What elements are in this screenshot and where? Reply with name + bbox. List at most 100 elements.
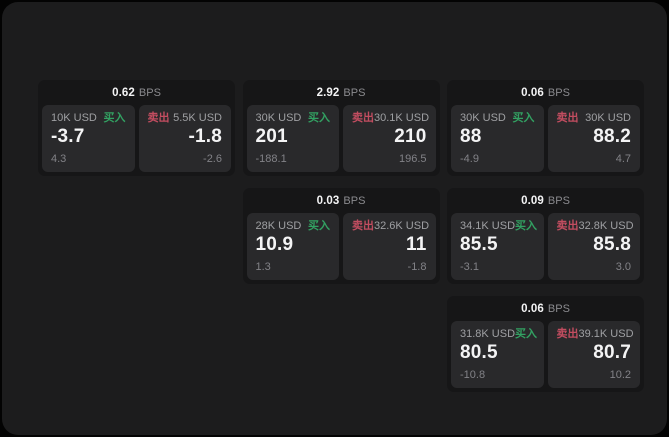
sell-panel: 卖出 32.6K USD 11 -1.8 bbox=[343, 213, 436, 280]
buy-button[interactable]: 买入 bbox=[308, 112, 330, 124]
buy-amount: 10K USD bbox=[51, 112, 97, 124]
buy-amount: 34.1K USD bbox=[460, 220, 516, 232]
bps-value: 0.09 bbox=[521, 194, 544, 207]
sell-top-row: 卖出 30K USD bbox=[557, 112, 632, 125]
sell-top-row: 卖出 30.1K USD bbox=[352, 112, 430, 125]
buy-panel: 30K USD 买入 88 -4.9 bbox=[451, 105, 544, 172]
buy-panel: 30K USD 买入 201 -188.1 bbox=[246, 105, 339, 172]
card-header: 0.06 BPS bbox=[451, 296, 640, 321]
quote-panels: 34.1K USD 买入 85.5 -3.1 卖出 32.8K USD 85.8… bbox=[451, 213, 640, 280]
sell-price: -1.8 bbox=[188, 126, 222, 147]
sell-button[interactable]: 卖出 bbox=[352, 220, 374, 232]
bps-value: 0.03 bbox=[316, 194, 340, 207]
quote-card: 2.92 BPS 30K USD 买入 201 -188.1 卖出 30.1K … bbox=[242, 80, 440, 176]
cards-grid: 0.62 BPS 10K USD 买入 -3.7 4.3 卖出 5.5K USD… bbox=[38, 80, 644, 392]
sell-top-row: 卖出 32.6K USD bbox=[352, 220, 430, 233]
bps-label: BPS bbox=[138, 86, 161, 99]
buy-change: 4.3 bbox=[51, 153, 67, 165]
bps-label: BPS bbox=[547, 194, 570, 207]
buy-price: 88 bbox=[460, 126, 482, 147]
quote-card: 0.03 BPS 28K USD 买入 10.9 1.3 卖出 32.6K US… bbox=[242, 188, 440, 284]
quote-panels: 28K USD 买入 10.9 1.3 卖出 32.6K USD 11 -1.8 bbox=[246, 213, 436, 280]
quote-panels: 10K USD 买入 -3.7 4.3 卖出 5.5K USD -1.8 -2.… bbox=[42, 105, 231, 172]
buy-panel: 34.1K USD 买入 85.5 -3.1 bbox=[451, 213, 544, 280]
sell-price: 210 bbox=[394, 126, 427, 147]
sell-amount: 5.5K USD bbox=[173, 112, 222, 124]
sell-price: 85.8 bbox=[593, 234, 631, 255]
card-header: 0.03 BPS bbox=[247, 188, 436, 213]
sell-price: 80.7 bbox=[593, 342, 631, 363]
bps-label: BPS bbox=[343, 86, 366, 99]
buy-change: -188.1 bbox=[255, 153, 287, 165]
sell-panel: 卖出 32.8K USD 85.8 3.0 bbox=[547, 213, 640, 280]
sell-amount: 32.8K USD bbox=[578, 220, 634, 232]
buy-panel: 10K USD 买入 -3.7 4.3 bbox=[42, 105, 135, 172]
bps-value: 0.06 bbox=[521, 86, 544, 99]
buy-button[interactable]: 买入 bbox=[308, 220, 330, 232]
sell-amount: 32.6K USD bbox=[374, 220, 430, 232]
buy-price: 80.5 bbox=[460, 342, 498, 363]
quote-card: 0.62 BPS 10K USD 买入 -3.7 4.3 卖出 5.5K USD… bbox=[38, 80, 235, 176]
buy-top-row: 30K USD 买入 bbox=[460, 112, 535, 125]
sell-change: 4.7 bbox=[615, 153, 631, 165]
buy-top-row: 28K USD 买入 bbox=[256, 220, 331, 233]
quote-panels: 30K USD 买入 201 -188.1 卖出 30.1K USD 210 1… bbox=[246, 105, 436, 172]
sell-button[interactable]: 卖出 bbox=[147, 112, 170, 124]
buy-panel: 28K USD 买入 10.9 1.3 bbox=[246, 213, 339, 280]
sell-button[interactable]: 卖出 bbox=[352, 112, 374, 124]
sell-top-row: 卖出 5.5K USD bbox=[148, 112, 223, 125]
sell-button[interactable]: 卖出 bbox=[556, 112, 579, 124]
bps-value: 0.62 bbox=[112, 86, 135, 99]
quote-card: 0.06 BPS 30K USD 买入 88 -4.9 卖出 30K USD 8… bbox=[447, 80, 644, 176]
sell-amount: 39.1K USD bbox=[578, 328, 634, 340]
quote-card: 0.09 BPS 34.1K USD 买入 85.5 -3.1 卖出 32.8K… bbox=[447, 188, 644, 284]
buy-button[interactable]: 买入 bbox=[515, 328, 538, 340]
buy-top-row: 34.1K USD 买入 bbox=[460, 220, 538, 233]
sell-panel: 卖出 30.1K USD 210 196.5 bbox=[343, 105, 436, 172]
sell-top-row: 卖出 39.1K USD bbox=[556, 328, 634, 341]
sell-change: 196.5 bbox=[398, 153, 427, 165]
sell-change: 10.2 bbox=[609, 369, 631, 381]
sell-change: -2.6 bbox=[203, 153, 222, 165]
bps-label: BPS bbox=[547, 86, 570, 99]
buy-top-row: 10K USD 买入 bbox=[51, 112, 126, 125]
buy-change: -4.9 bbox=[460, 153, 479, 165]
sell-button[interactable]: 卖出 bbox=[556, 220, 579, 232]
sell-top-row: 卖出 32.8K USD bbox=[556, 220, 634, 233]
sell-change: -1.8 bbox=[407, 261, 427, 273]
buy-change: -10.8 bbox=[460, 369, 486, 381]
sell-change: 3.0 bbox=[615, 261, 631, 273]
sell-price: 11 bbox=[406, 234, 427, 255]
buy-button[interactable]: 买入 bbox=[512, 112, 535, 124]
buy-button[interactable]: 买入 bbox=[515, 220, 538, 232]
bps-label: BPS bbox=[343, 194, 366, 207]
sell-panel: 卖出 39.1K USD 80.7 10.2 bbox=[547, 321, 640, 388]
buy-top-row: 31.8K USD 买入 bbox=[460, 328, 538, 341]
buy-amount: 31.8K USD bbox=[460, 328, 516, 340]
card-header: 2.92 BPS bbox=[247, 80, 436, 105]
sell-panel: 卖出 30K USD 88.2 4.7 bbox=[547, 105, 640, 172]
buy-button[interactable]: 买入 bbox=[103, 112, 126, 124]
sell-panel: 卖出 5.5K USD -1.8 -2.6 bbox=[138, 105, 231, 172]
sell-price: 88.2 bbox=[593, 126, 631, 147]
sell-amount: 30K USD bbox=[585, 112, 631, 124]
buy-panel: 31.8K USD 买入 80.5 -10.8 bbox=[451, 321, 544, 388]
bps-label: BPS bbox=[547, 302, 570, 315]
buy-amount: 30K USD bbox=[255, 112, 302, 124]
sell-button[interactable]: 卖出 bbox=[556, 328, 579, 340]
buy-price: 85.5 bbox=[460, 234, 498, 255]
card-header: 0.06 BPS bbox=[451, 80, 640, 105]
card-header: 0.62 BPS bbox=[42, 80, 231, 105]
buy-price: 10.9 bbox=[255, 234, 294, 255]
quote-panels: 31.8K USD 买入 80.5 -10.8 卖出 39.1K USD 80.… bbox=[451, 321, 640, 388]
bps-value: 2.92 bbox=[316, 86, 340, 99]
buy-amount: 28K USD bbox=[255, 220, 302, 232]
buy-amount: 30K USD bbox=[460, 112, 506, 124]
sell-amount: 30.1K USD bbox=[374, 112, 430, 124]
card-header: 0.09 BPS bbox=[451, 188, 640, 213]
quote-card: 0.06 BPS 31.8K USD 买入 80.5 -10.8 卖出 39.1… bbox=[447, 296, 644, 392]
buy-top-row: 30K USD 买入 bbox=[256, 112, 331, 125]
buy-price: -3.7 bbox=[51, 126, 85, 147]
